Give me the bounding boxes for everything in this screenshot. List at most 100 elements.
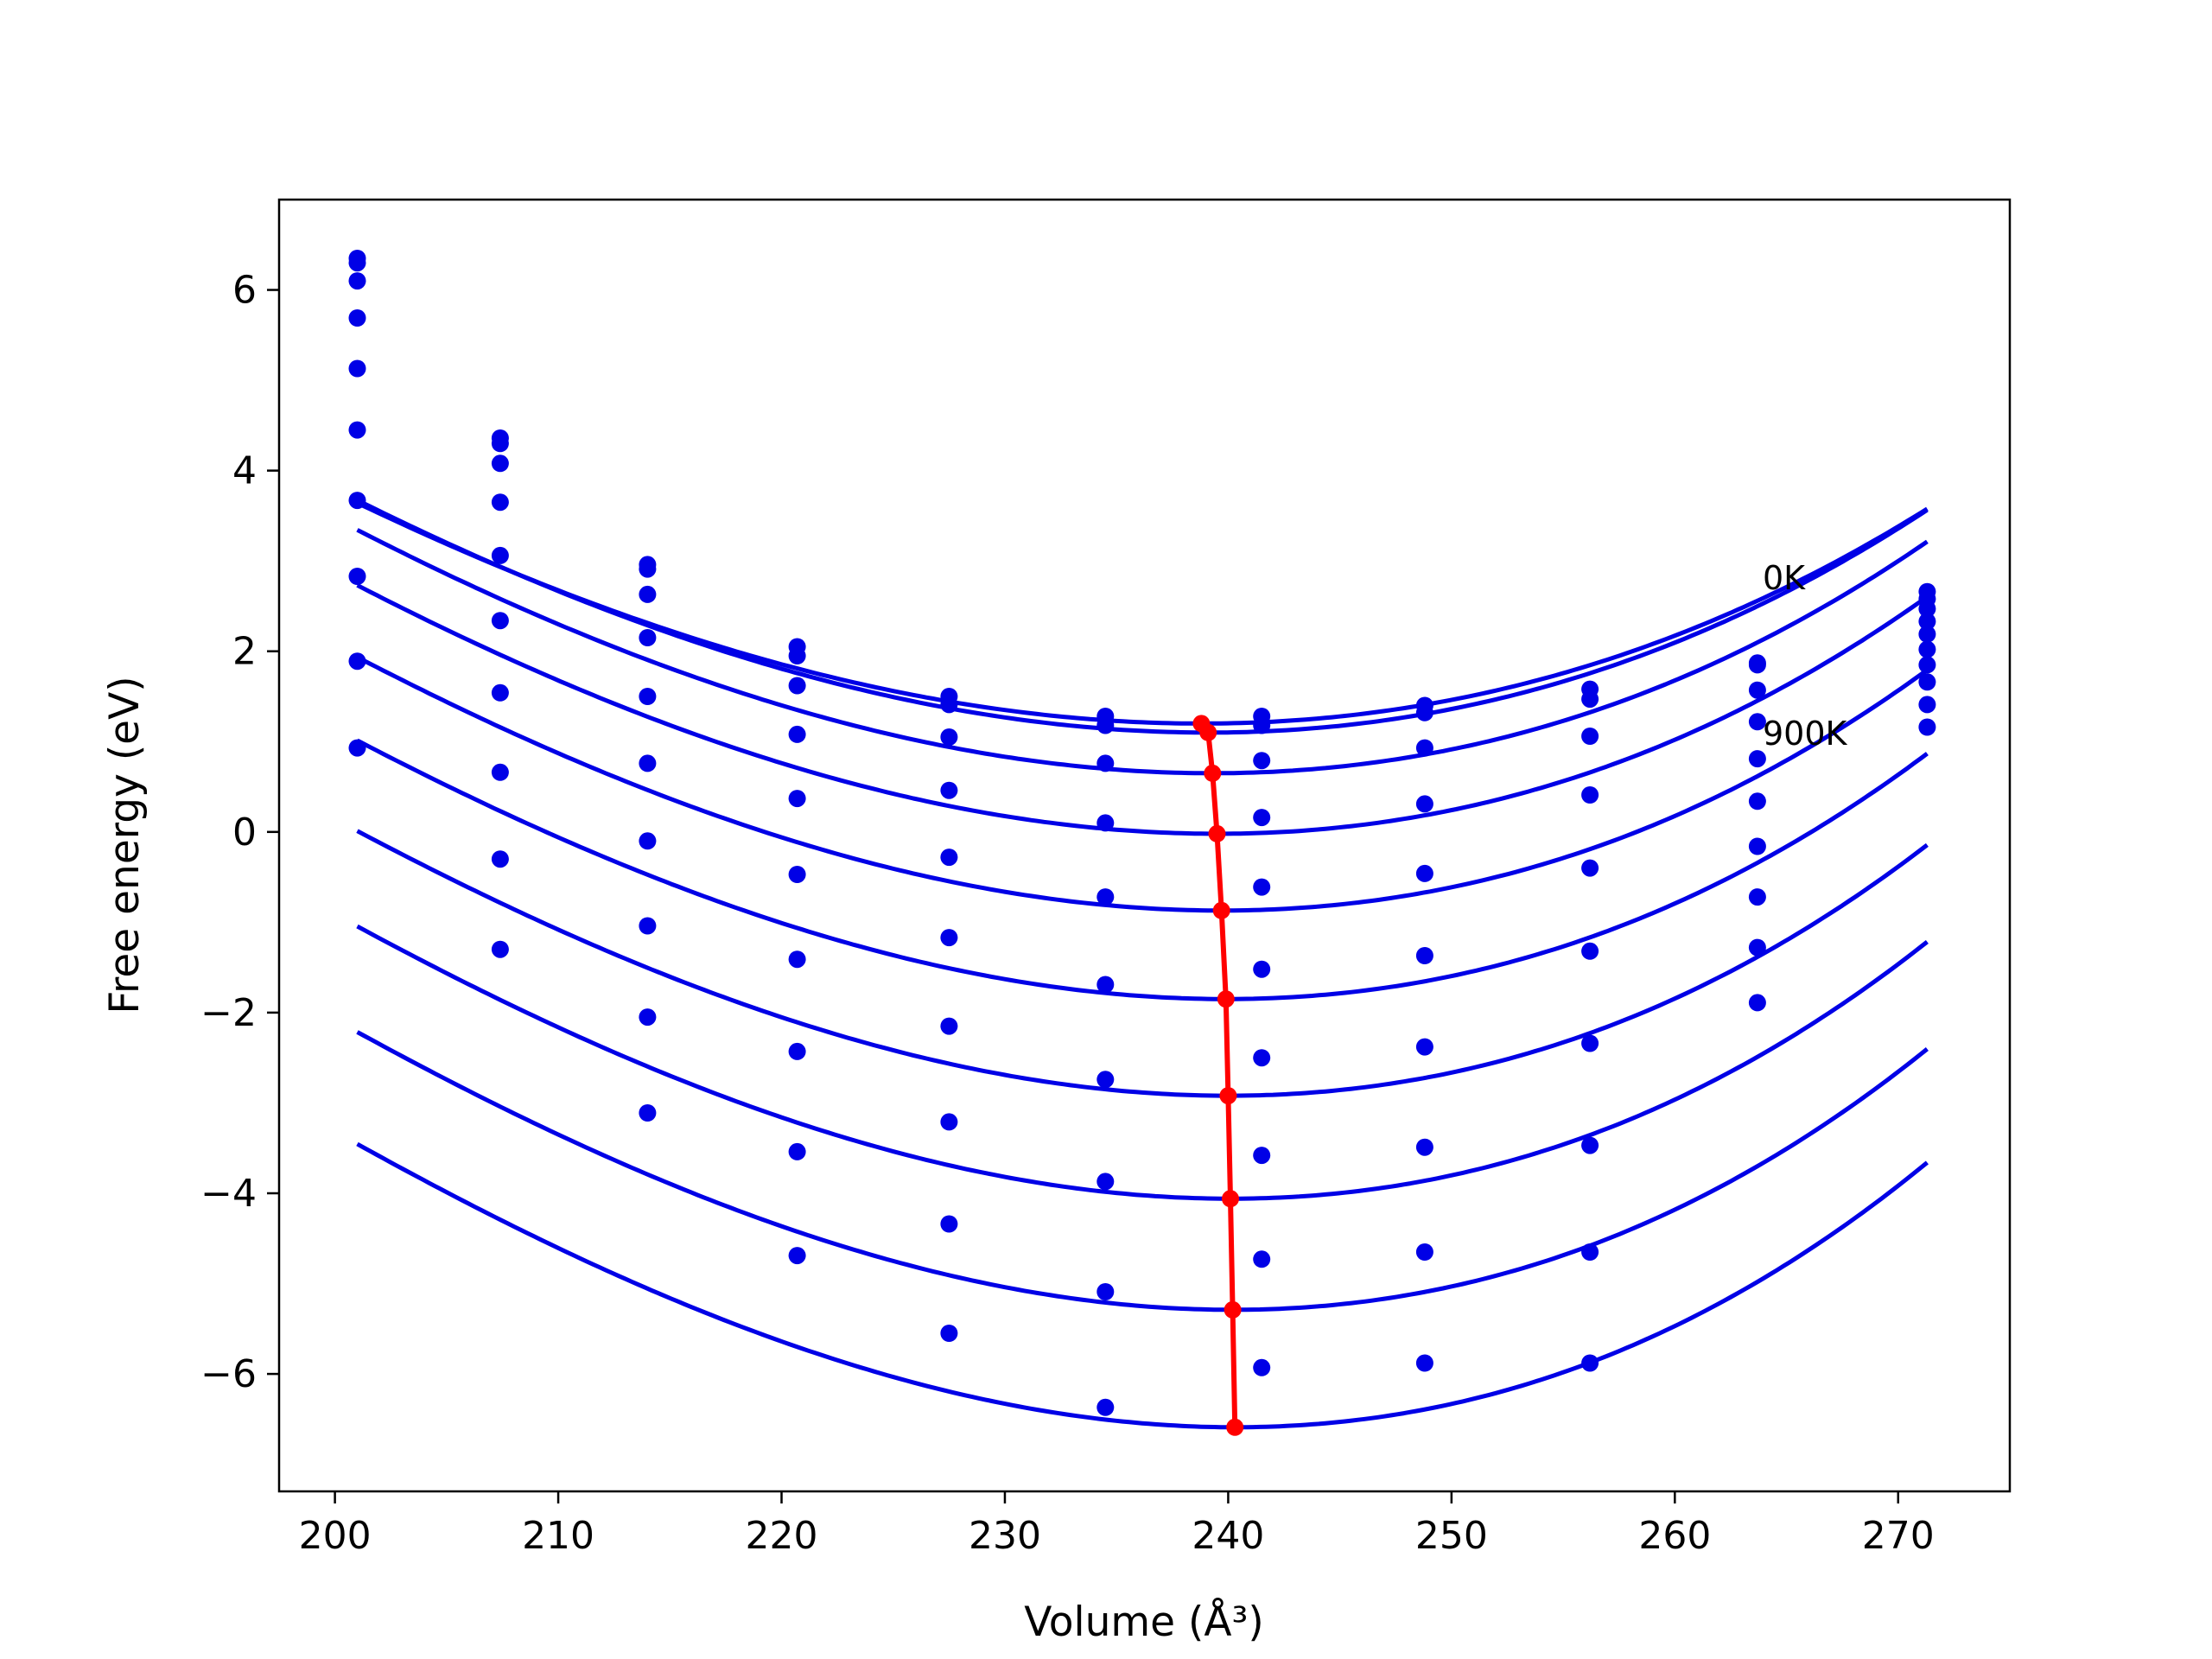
data-point xyxy=(940,1113,958,1131)
data-point xyxy=(1918,696,1936,714)
data-point xyxy=(1253,878,1271,896)
data-point xyxy=(1918,718,1936,736)
data-point xyxy=(1581,942,1599,960)
data-point xyxy=(1096,1173,1115,1191)
data-point xyxy=(1415,864,1433,882)
data-point xyxy=(1748,681,1766,699)
x-tick-label: 230 xyxy=(969,1514,1041,1558)
data-point xyxy=(348,254,366,272)
data-point xyxy=(491,683,509,702)
x-axis-ticks: 200 210 220 230 240 250 260 270 xyxy=(299,1491,1935,1558)
data-point xyxy=(1415,795,1433,813)
data-point xyxy=(1415,947,1433,964)
data-point xyxy=(788,677,806,695)
data-point xyxy=(788,866,806,883)
data-point xyxy=(639,832,657,850)
data-point xyxy=(1918,625,1936,643)
data-point xyxy=(1918,673,1936,691)
data-point xyxy=(1415,703,1433,721)
x-tick-label: 270 xyxy=(1862,1514,1935,1558)
data-point xyxy=(348,421,366,439)
data-point xyxy=(940,1325,958,1342)
fit-curve-4 xyxy=(356,655,1929,913)
data-point xyxy=(1096,754,1115,772)
data-point xyxy=(1918,640,1936,658)
data-point xyxy=(1253,960,1271,978)
y-tick-label: −2 xyxy=(200,991,257,1035)
data-point xyxy=(348,309,366,327)
x-axis-label: Volume (Å³) xyxy=(1024,1599,1263,1646)
fit-curve-5 xyxy=(356,738,1929,1001)
data-point xyxy=(1918,613,1936,631)
x-tick-label: 200 xyxy=(299,1514,372,1558)
data-point xyxy=(1096,1071,1115,1089)
data-point xyxy=(348,739,366,757)
fit-curve-2 xyxy=(356,528,1929,776)
data-point xyxy=(1096,888,1115,906)
y-tick-label: 6 xyxy=(232,269,257,313)
data-point xyxy=(1415,1138,1433,1156)
y-axis-label: Free energy (eV) xyxy=(101,676,149,1014)
data-point xyxy=(639,917,657,935)
fit-curve-6 xyxy=(356,829,1929,1098)
data-point xyxy=(1748,888,1766,906)
data-point xyxy=(1748,656,1766,674)
x-tick-label: 260 xyxy=(1638,1514,1711,1558)
data-point xyxy=(491,493,509,512)
fit-curve-3 xyxy=(356,583,1929,836)
data-point xyxy=(491,435,509,453)
data-point xyxy=(1581,1034,1599,1052)
data-point xyxy=(940,781,958,799)
data-point xyxy=(788,790,806,808)
data-point xyxy=(348,272,366,290)
data-point xyxy=(788,1142,806,1160)
data-point xyxy=(788,1247,806,1265)
data-point xyxy=(788,725,806,743)
fit-curve-9 xyxy=(356,1141,1929,1430)
minimum-point xyxy=(1204,764,1222,782)
data-point xyxy=(348,568,366,585)
data-point xyxy=(348,359,366,378)
data-point xyxy=(491,850,509,868)
data-point xyxy=(1096,716,1115,734)
x-tick-label: 250 xyxy=(1415,1514,1488,1558)
minimum-point xyxy=(1224,1300,1242,1319)
data-point xyxy=(788,950,806,969)
data-point xyxy=(639,585,657,603)
data-point xyxy=(1581,1136,1599,1154)
data-point xyxy=(940,1215,958,1233)
data-point xyxy=(1581,1243,1599,1261)
x-tick-label: 220 xyxy=(746,1514,818,1558)
data-point xyxy=(1581,690,1599,709)
data-point xyxy=(1918,656,1936,674)
data-point xyxy=(348,652,366,671)
minimum-path-line xyxy=(1199,721,1238,1427)
data-point xyxy=(1748,792,1766,810)
data-point xyxy=(1581,859,1599,877)
plot-frame xyxy=(277,198,2012,1493)
data-point xyxy=(1253,752,1271,770)
data-point xyxy=(1415,1354,1433,1372)
data-point xyxy=(639,1104,657,1122)
data-point xyxy=(639,560,657,578)
y-axis-ticks: −6 −4 −2 0 2 4 6 xyxy=(200,269,279,1396)
data-point xyxy=(1581,786,1599,804)
data-point xyxy=(1415,1243,1433,1261)
data-point xyxy=(491,940,509,958)
data-point xyxy=(639,1008,657,1027)
y-tick-label: −4 xyxy=(200,1172,257,1216)
data-point xyxy=(1415,1038,1433,1056)
minimum-point xyxy=(1222,1190,1239,1208)
minimum-point xyxy=(1217,990,1235,1008)
y-tick-label: 0 xyxy=(232,810,257,855)
data-point xyxy=(1253,716,1271,734)
minimum-point xyxy=(1219,1087,1237,1105)
data-point xyxy=(1096,814,1115,832)
data-point xyxy=(639,629,657,646)
data-point xyxy=(639,754,657,772)
data-point xyxy=(491,454,509,473)
data-point xyxy=(1415,739,1433,757)
data-point xyxy=(1096,976,1115,994)
x-tick-label: 210 xyxy=(522,1514,594,1558)
data-point xyxy=(940,929,958,947)
